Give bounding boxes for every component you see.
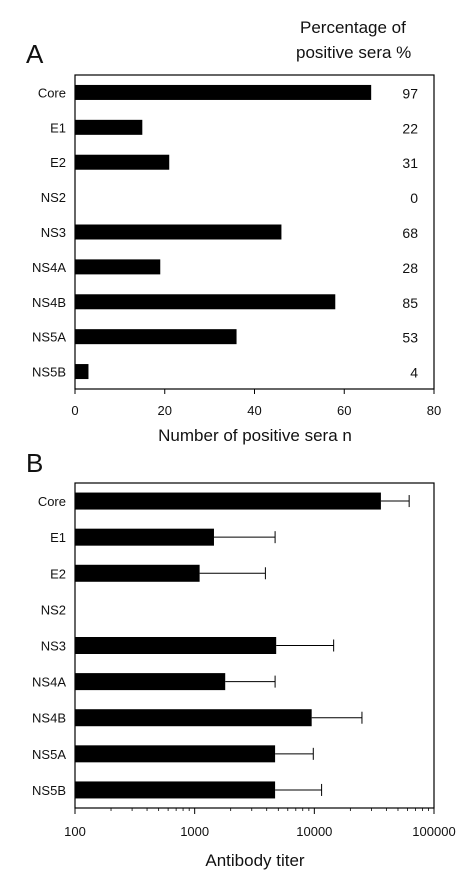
percentage-value-ns3: 68 <box>402 225 418 241</box>
x-tick-label-b: 100 <box>64 824 86 839</box>
category-label-a-e2: E2 <box>50 155 66 170</box>
panel-b: B Core E1 E2 NS2 NS3 NS4A NS4B NS5A NS5B 100 1000… <box>26 448 456 870</box>
category-label-b-ns4a: NS4A <box>32 675 66 690</box>
percentage-value-ns5b: 4 <box>410 365 418 381</box>
category-label-b-e1: E1 <box>50 530 66 545</box>
bar-a-ns4a <box>75 259 161 275</box>
bar-a-ns3 <box>75 224 282 240</box>
x-tick-label-a: 20 <box>158 403 172 418</box>
percentage-value-core: 97 <box>402 85 418 101</box>
percentage-value-ns4b: 85 <box>402 295 418 311</box>
panel-a-label: A <box>26 39 44 69</box>
panel-b-x-axis-title: Antibody titer <box>205 851 305 870</box>
bar-a-ns5b <box>75 364 89 380</box>
bar-b-core <box>75 492 381 510</box>
bar-a-e1 <box>75 119 143 135</box>
panel-b-label: B <box>26 448 43 478</box>
percentage-value-ns5a: 53 <box>402 330 418 346</box>
percentage-value-ns4a: 28 <box>402 260 418 276</box>
x-tick-label-b: 100000 <box>412 824 455 839</box>
bar-a-e2 <box>75 154 170 170</box>
bar-a-ns5a <box>75 329 237 345</box>
bar-b-ns5b <box>75 781 276 799</box>
category-label-b-ns5b: NS5B <box>32 783 66 798</box>
panel-a: A Percentage of positive sera % Core E1 E2… <box>26 18 441 445</box>
x-tick-label-a: 60 <box>337 403 351 418</box>
category-label-b-e2: E2 <box>50 566 66 581</box>
x-tick-label-a: 40 <box>247 403 261 418</box>
bar-a-core <box>75 84 372 100</box>
bar-b-ns5a <box>75 745 276 763</box>
category-label-b-ns3: NS3 <box>41 639 66 654</box>
category-label-a-ns5b: NS5B <box>32 365 66 380</box>
category-label-b-ns5a: NS5A <box>32 747 66 762</box>
bar-b-ns3 <box>75 637 277 654</box>
category-label-a-ns3: NS3 <box>41 225 66 240</box>
percentage-value-e1: 22 <box>402 120 418 136</box>
x-tick-label-b: 10000 <box>296 824 332 839</box>
bar-b-ns4a <box>75 673 226 691</box>
x-tick-label-a: 0 <box>71 403 78 418</box>
category-label-b-ns4b: NS4B <box>32 711 66 726</box>
category-label-a-ns2: NS2 <box>41 190 66 205</box>
panel-a-x-axis-title: Number of positive sera n <box>158 426 352 445</box>
x-tick-label-b: 1000 <box>180 824 209 839</box>
bar-b-ns4b <box>75 709 312 727</box>
bar-b-e2 <box>75 564 200 582</box>
category-label-a-core: Core <box>38 85 66 100</box>
percentage-value-ns2: 0 <box>410 190 418 206</box>
percentage-value-e2: 31 <box>402 155 418 171</box>
category-label-b-core: Core <box>38 494 66 509</box>
category-label-a-ns4a: NS4A <box>32 260 66 275</box>
category-label-a-ns4b: NS4B <box>32 295 66 310</box>
category-label-a-e1: E1 <box>50 120 66 135</box>
category-label-a-ns5a: NS5A <box>32 330 66 345</box>
bar-a-ns4b <box>75 294 336 310</box>
percentage-title-line1: Percentage of <box>300 18 406 37</box>
bar-b-e1 <box>75 528 214 546</box>
x-tick-label-a: 80 <box>427 403 441 418</box>
percentage-title-line2: positive sera % <box>296 43 411 62</box>
category-label-b-ns2: NS2 <box>41 602 66 617</box>
